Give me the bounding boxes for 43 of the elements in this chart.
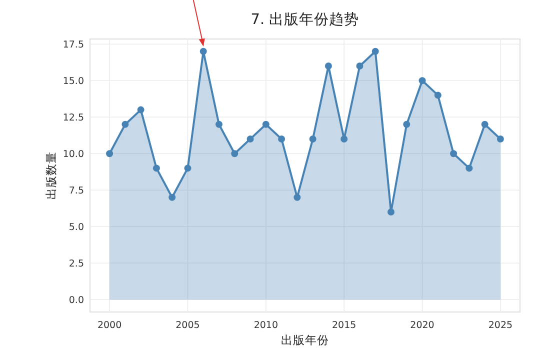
chart-title: 7. 出版年份趋势 bbox=[250, 11, 360, 28]
y-tick-label: 17.5 bbox=[62, 40, 84, 51]
x-tick-label: 2000 bbox=[97, 320, 122, 331]
x-tick-label: 2010 bbox=[254, 320, 278, 331]
point bbox=[466, 164, 473, 172]
point bbox=[481, 120, 488, 128]
y-tick-label: 10.0 bbox=[62, 149, 84, 160]
y-tick-label: 15.0 bbox=[62, 76, 84, 88]
y-tick-label: 0.0 bbox=[68, 295, 84, 306]
x-axis-title: 出版年份 bbox=[281, 333, 329, 347]
point bbox=[262, 120, 270, 128]
point bbox=[450, 150, 458, 158]
point bbox=[231, 150, 238, 158]
y-tick-label: 2.5 bbox=[68, 258, 84, 270]
point bbox=[356, 62, 364, 70]
x-tick-label: 2020 bbox=[410, 320, 434, 331]
point bbox=[152, 164, 160, 172]
y-tick-label: 5.0 bbox=[68, 222, 84, 234]
point bbox=[340, 136, 348, 143]
point bbox=[216, 120, 222, 128]
point bbox=[200, 48, 207, 55]
point bbox=[372, 48, 379, 55]
x-tick-label: 2025 bbox=[488, 320, 513, 331]
point bbox=[403, 120, 410, 128]
point bbox=[278, 136, 286, 143]
y-axis-title: 出版数量 bbox=[44, 152, 58, 200]
point bbox=[168, 194, 176, 201]
y-tick-label: 7.5 bbox=[68, 186, 84, 197]
point bbox=[184, 164, 192, 172]
x-tick-label: 2005 bbox=[176, 320, 200, 331]
point bbox=[434, 92, 442, 99]
y-tick-label: 12.5 bbox=[62, 112, 84, 124]
point bbox=[309, 136, 316, 143]
point bbox=[324, 62, 332, 70]
point bbox=[106, 150, 114, 158]
point bbox=[137, 106, 144, 114]
point bbox=[294, 194, 301, 201]
point bbox=[496, 136, 504, 143]
point bbox=[246, 136, 254, 143]
point bbox=[122, 120, 129, 128]
point bbox=[388, 208, 394, 216]
x-tick-label: 2015 bbox=[332, 320, 356, 331]
point bbox=[418, 77, 426, 84]
